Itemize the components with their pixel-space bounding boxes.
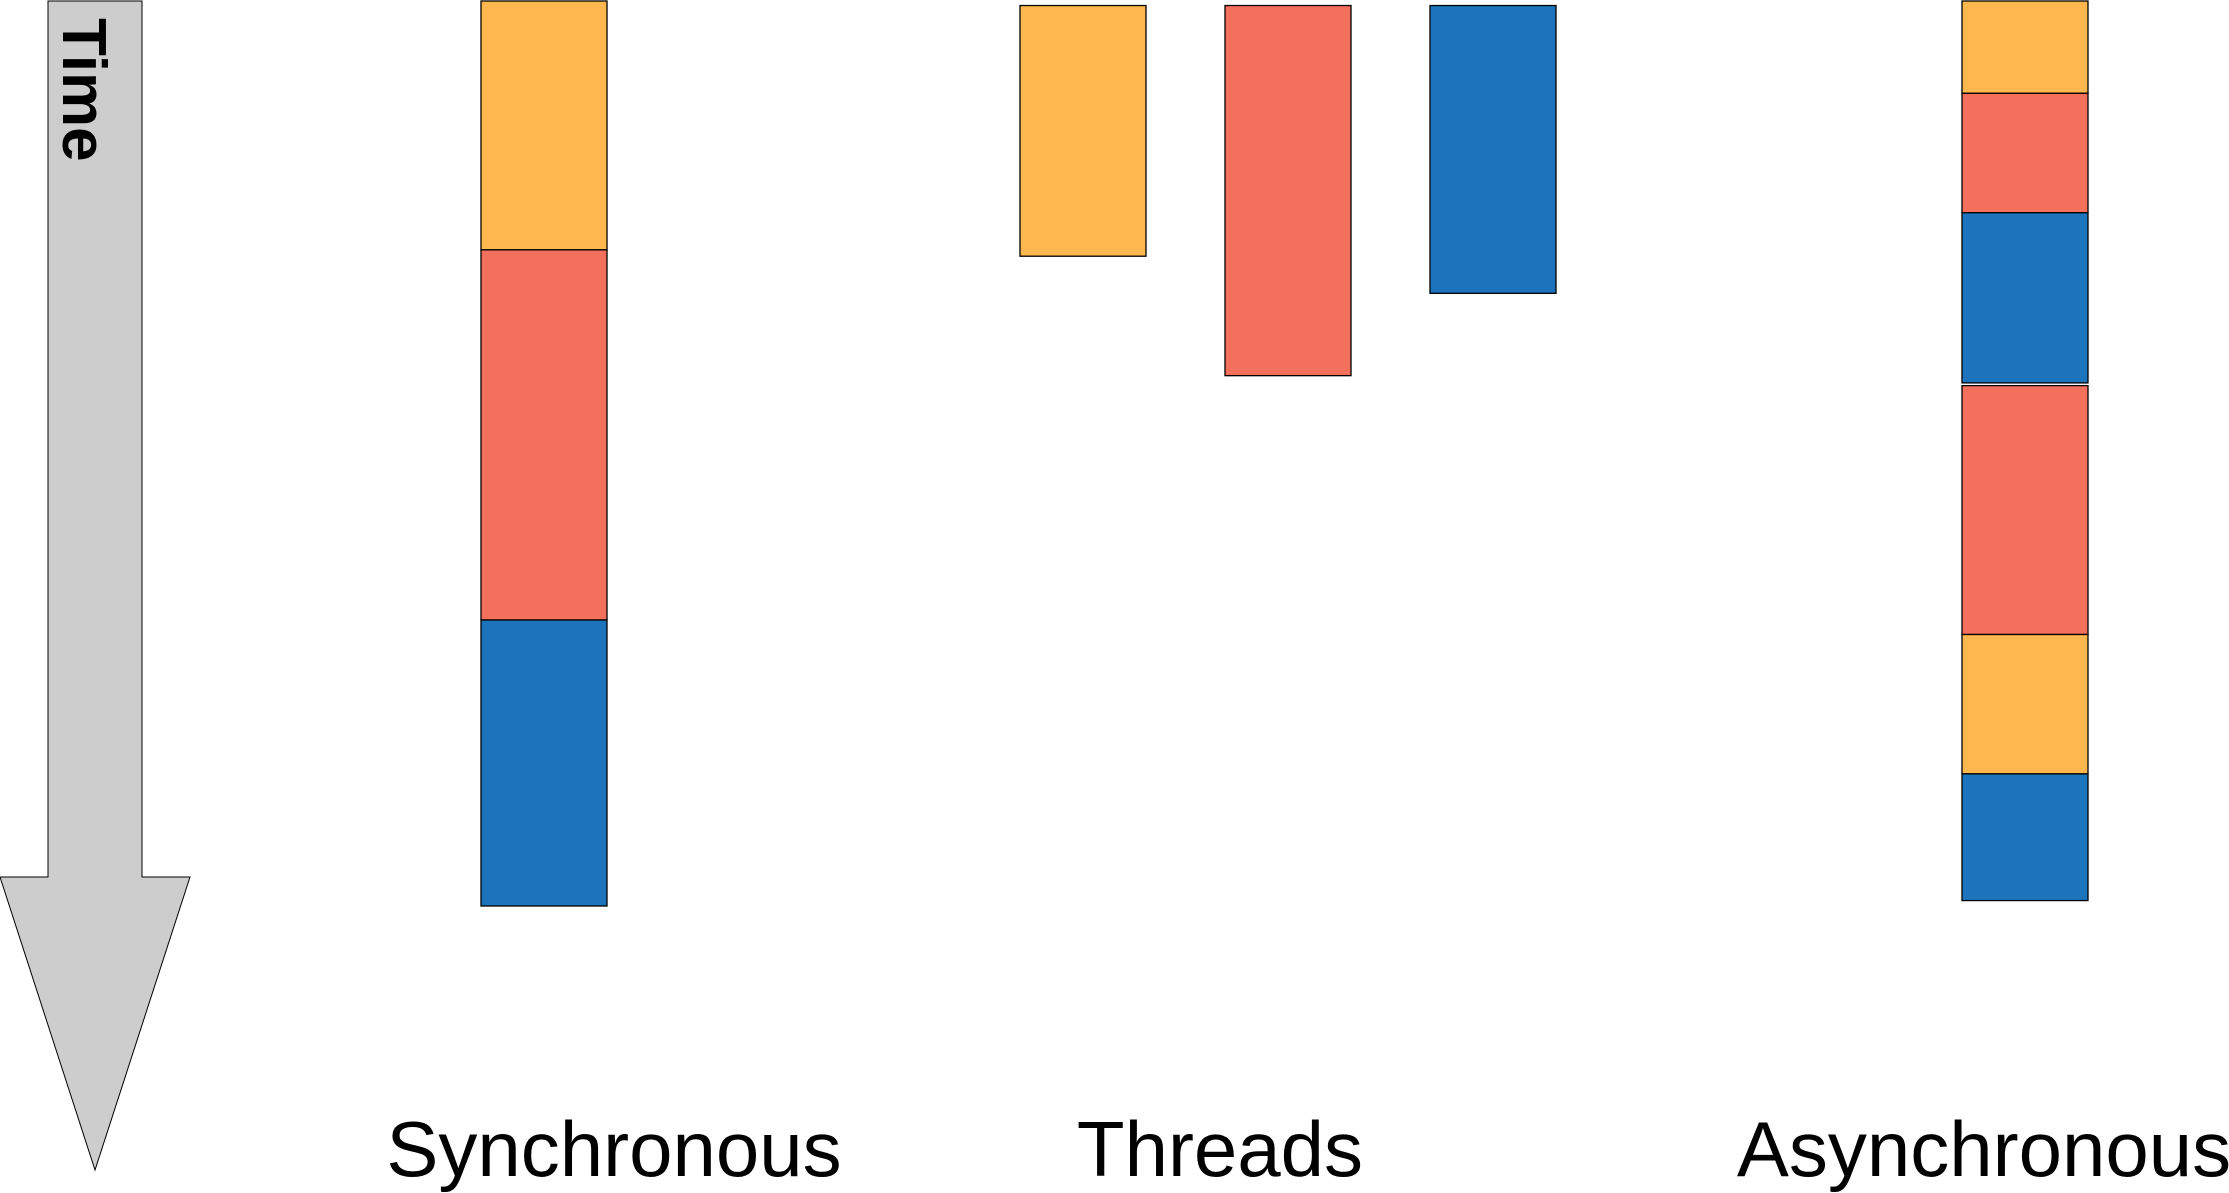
asynchronous-task-b-block <box>1961 92 2089 214</box>
threads-task-a-block <box>1019 4 1147 257</box>
synchronous-task-c-block <box>480 619 608 907</box>
column-label-asynchronous: Asynchronous <box>1737 1105 2229 1193</box>
column-label-threads: Threads <box>1077 1105 1363 1193</box>
asynchronous-task-c-block <box>1961 773 2089 902</box>
threads-task-b-block <box>1224 4 1352 377</box>
asynchronous-task-c-block <box>1961 212 2089 384</box>
time-axis: Time <box>0 0 191 1172</box>
column-asynchronous: Asynchronous <box>1737 0 2229 1193</box>
column-label-synchronous: Synchronous <box>386 1105 841 1193</box>
time-arrow-icon <box>0 0 191 1172</box>
synchronous-task-a-block <box>480 0 608 251</box>
time-label: Time <box>49 18 118 162</box>
columns: Synchronous Threads Asynchronous <box>386 0 2229 1193</box>
threads-task-c-block <box>1429 4 1557 294</box>
asynchronous-task-a-block <box>1961 0 2089 94</box>
column-synchronous: Synchronous <box>386 0 842 1193</box>
synchronous-task-b-block <box>480 249 608 621</box>
asynchronous-task-b-block <box>1961 384 2089 636</box>
asynchronous-task-a-block <box>1961 633 2089 775</box>
column-threads: Threads <box>1019 4 1557 1193</box>
